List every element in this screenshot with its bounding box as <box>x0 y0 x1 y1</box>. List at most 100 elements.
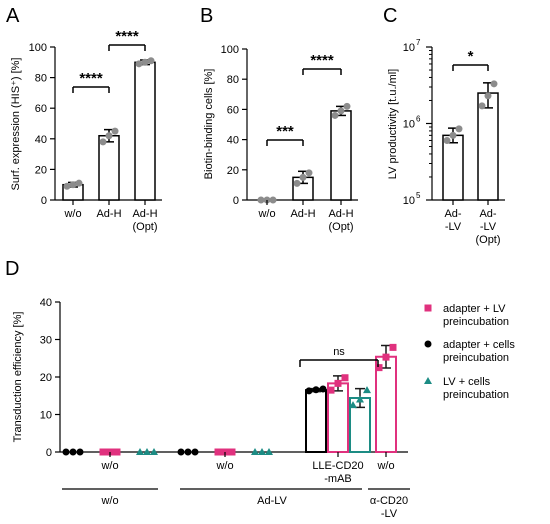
x-tick-label: Ad- <box>479 208 496 220</box>
data-point <box>63 182 71 190</box>
data-point <box>334 379 342 387</box>
y-tick-label: 10 <box>40 410 52 422</box>
data-point <box>136 448 144 455</box>
data-point <box>269 196 277 204</box>
group-bracket-label: w/o <box>100 495 118 507</box>
y-tick-exponent: 5 <box>416 191 421 200</box>
data-point <box>449 131 457 139</box>
data-point <box>349 401 357 409</box>
significance-label: * <box>468 48 474 65</box>
y-tick-label: 80 <box>227 74 239 86</box>
data-point <box>257 196 265 204</box>
x-tick-label: (Opt) <box>328 221 353 233</box>
bar <box>134 61 156 201</box>
data-point <box>443 136 451 144</box>
data-point <box>111 127 119 135</box>
data-point <box>191 448 199 456</box>
y-tick-label: 20 <box>227 165 239 177</box>
x-tick-label: w/o <box>100 460 118 472</box>
data-point <box>319 385 327 393</box>
x-tick-label: Ad-H <box>328 208 353 220</box>
data-point <box>455 125 463 133</box>
data-point <box>331 111 339 119</box>
y-axis-title: LV productivity [t.u./ml] <box>387 69 399 179</box>
panel-letter: B <box>200 5 213 27</box>
bar <box>442 134 464 201</box>
bar <box>98 134 120 201</box>
group-bracket-label: α-CD20 <box>370 495 408 507</box>
data-point <box>99 448 107 456</box>
group-bracket-label: Ad-LV <box>257 495 287 507</box>
data-point <box>135 60 143 68</box>
data-point <box>343 102 351 110</box>
data-point <box>389 343 397 351</box>
y-axis-title: Biotin-binding cells [%] <box>203 69 215 180</box>
bar <box>327 382 349 453</box>
panel-letter: D <box>5 258 19 280</box>
bar <box>305 389 327 453</box>
data-point <box>327 386 335 394</box>
data-point <box>113 448 121 456</box>
x-tick-label: Ad-H <box>132 208 157 220</box>
data-point <box>251 448 259 455</box>
y-tick-label: 40 <box>35 134 47 146</box>
data-point <box>214 448 222 456</box>
y-tick-label: 30 <box>40 335 52 347</box>
significance-label: **** <box>79 70 103 87</box>
x-tick-label: Ad-H <box>96 208 121 220</box>
y-axis-title: Transduction efficiency [%] <box>12 312 24 443</box>
x-tick-label: w/o <box>257 208 275 220</box>
data-point <box>177 448 185 456</box>
y-tick-exponent: 6 <box>416 115 421 124</box>
x-tick-label: -LV <box>480 221 497 233</box>
data-point <box>341 374 349 382</box>
y-tick-label: 40 <box>227 135 239 147</box>
x-tick-label: -LV <box>445 221 462 233</box>
data-point <box>69 181 77 189</box>
data-point <box>484 92 492 100</box>
data-point <box>75 179 83 187</box>
data-point <box>299 173 307 181</box>
data-point <box>143 448 151 455</box>
x-tick-label: Ad- <box>444 208 461 220</box>
data-point <box>293 179 301 187</box>
legend-label: adapter + cells <box>443 339 515 351</box>
data-point <box>337 107 345 115</box>
data-point <box>105 132 113 140</box>
y-tick-mantissa: 10 <box>403 195 415 207</box>
legend-marker <box>424 304 432 312</box>
panel-letter: C <box>383 5 397 27</box>
data-point <box>150 448 158 455</box>
y-tick-label: 0 <box>46 447 52 459</box>
x-tick-label: (Opt) <box>132 221 157 233</box>
x-tick-label: -mAB <box>324 473 352 485</box>
data-point <box>141 58 149 66</box>
y-axis-title: Surf. expression (HIS⁺) [%] <box>10 58 22 191</box>
data-point <box>99 138 107 146</box>
y-tick-label: 100 <box>221 44 239 56</box>
y-tick-label: 60 <box>35 103 47 115</box>
data-point <box>147 57 155 65</box>
data-point <box>76 448 84 456</box>
data-point <box>305 387 313 395</box>
y-tick-label: 60 <box>227 104 239 116</box>
x-tick-label: LLE-CD20 <box>312 460 363 472</box>
y-tick-label: 20 <box>35 164 47 176</box>
legend-marker <box>424 340 432 348</box>
data-point <box>375 364 383 372</box>
x-tick-label: Ad-H <box>290 208 315 220</box>
legend-label: adapter + LV <box>443 303 506 315</box>
x-tick-label: (Opt) <box>475 234 500 246</box>
data-point <box>228 448 236 456</box>
y-tick-mantissa: 10 <box>403 42 415 54</box>
group-bracket-label: -LV <box>381 508 398 520</box>
data-point <box>69 448 77 456</box>
data-point <box>478 102 486 110</box>
data-point <box>382 353 390 361</box>
bar <box>330 110 352 201</box>
significance-label: **** <box>115 28 139 45</box>
x-tick-label: w/o <box>215 460 233 472</box>
data-point <box>356 395 364 403</box>
x-tick-label: w/o <box>63 208 81 220</box>
